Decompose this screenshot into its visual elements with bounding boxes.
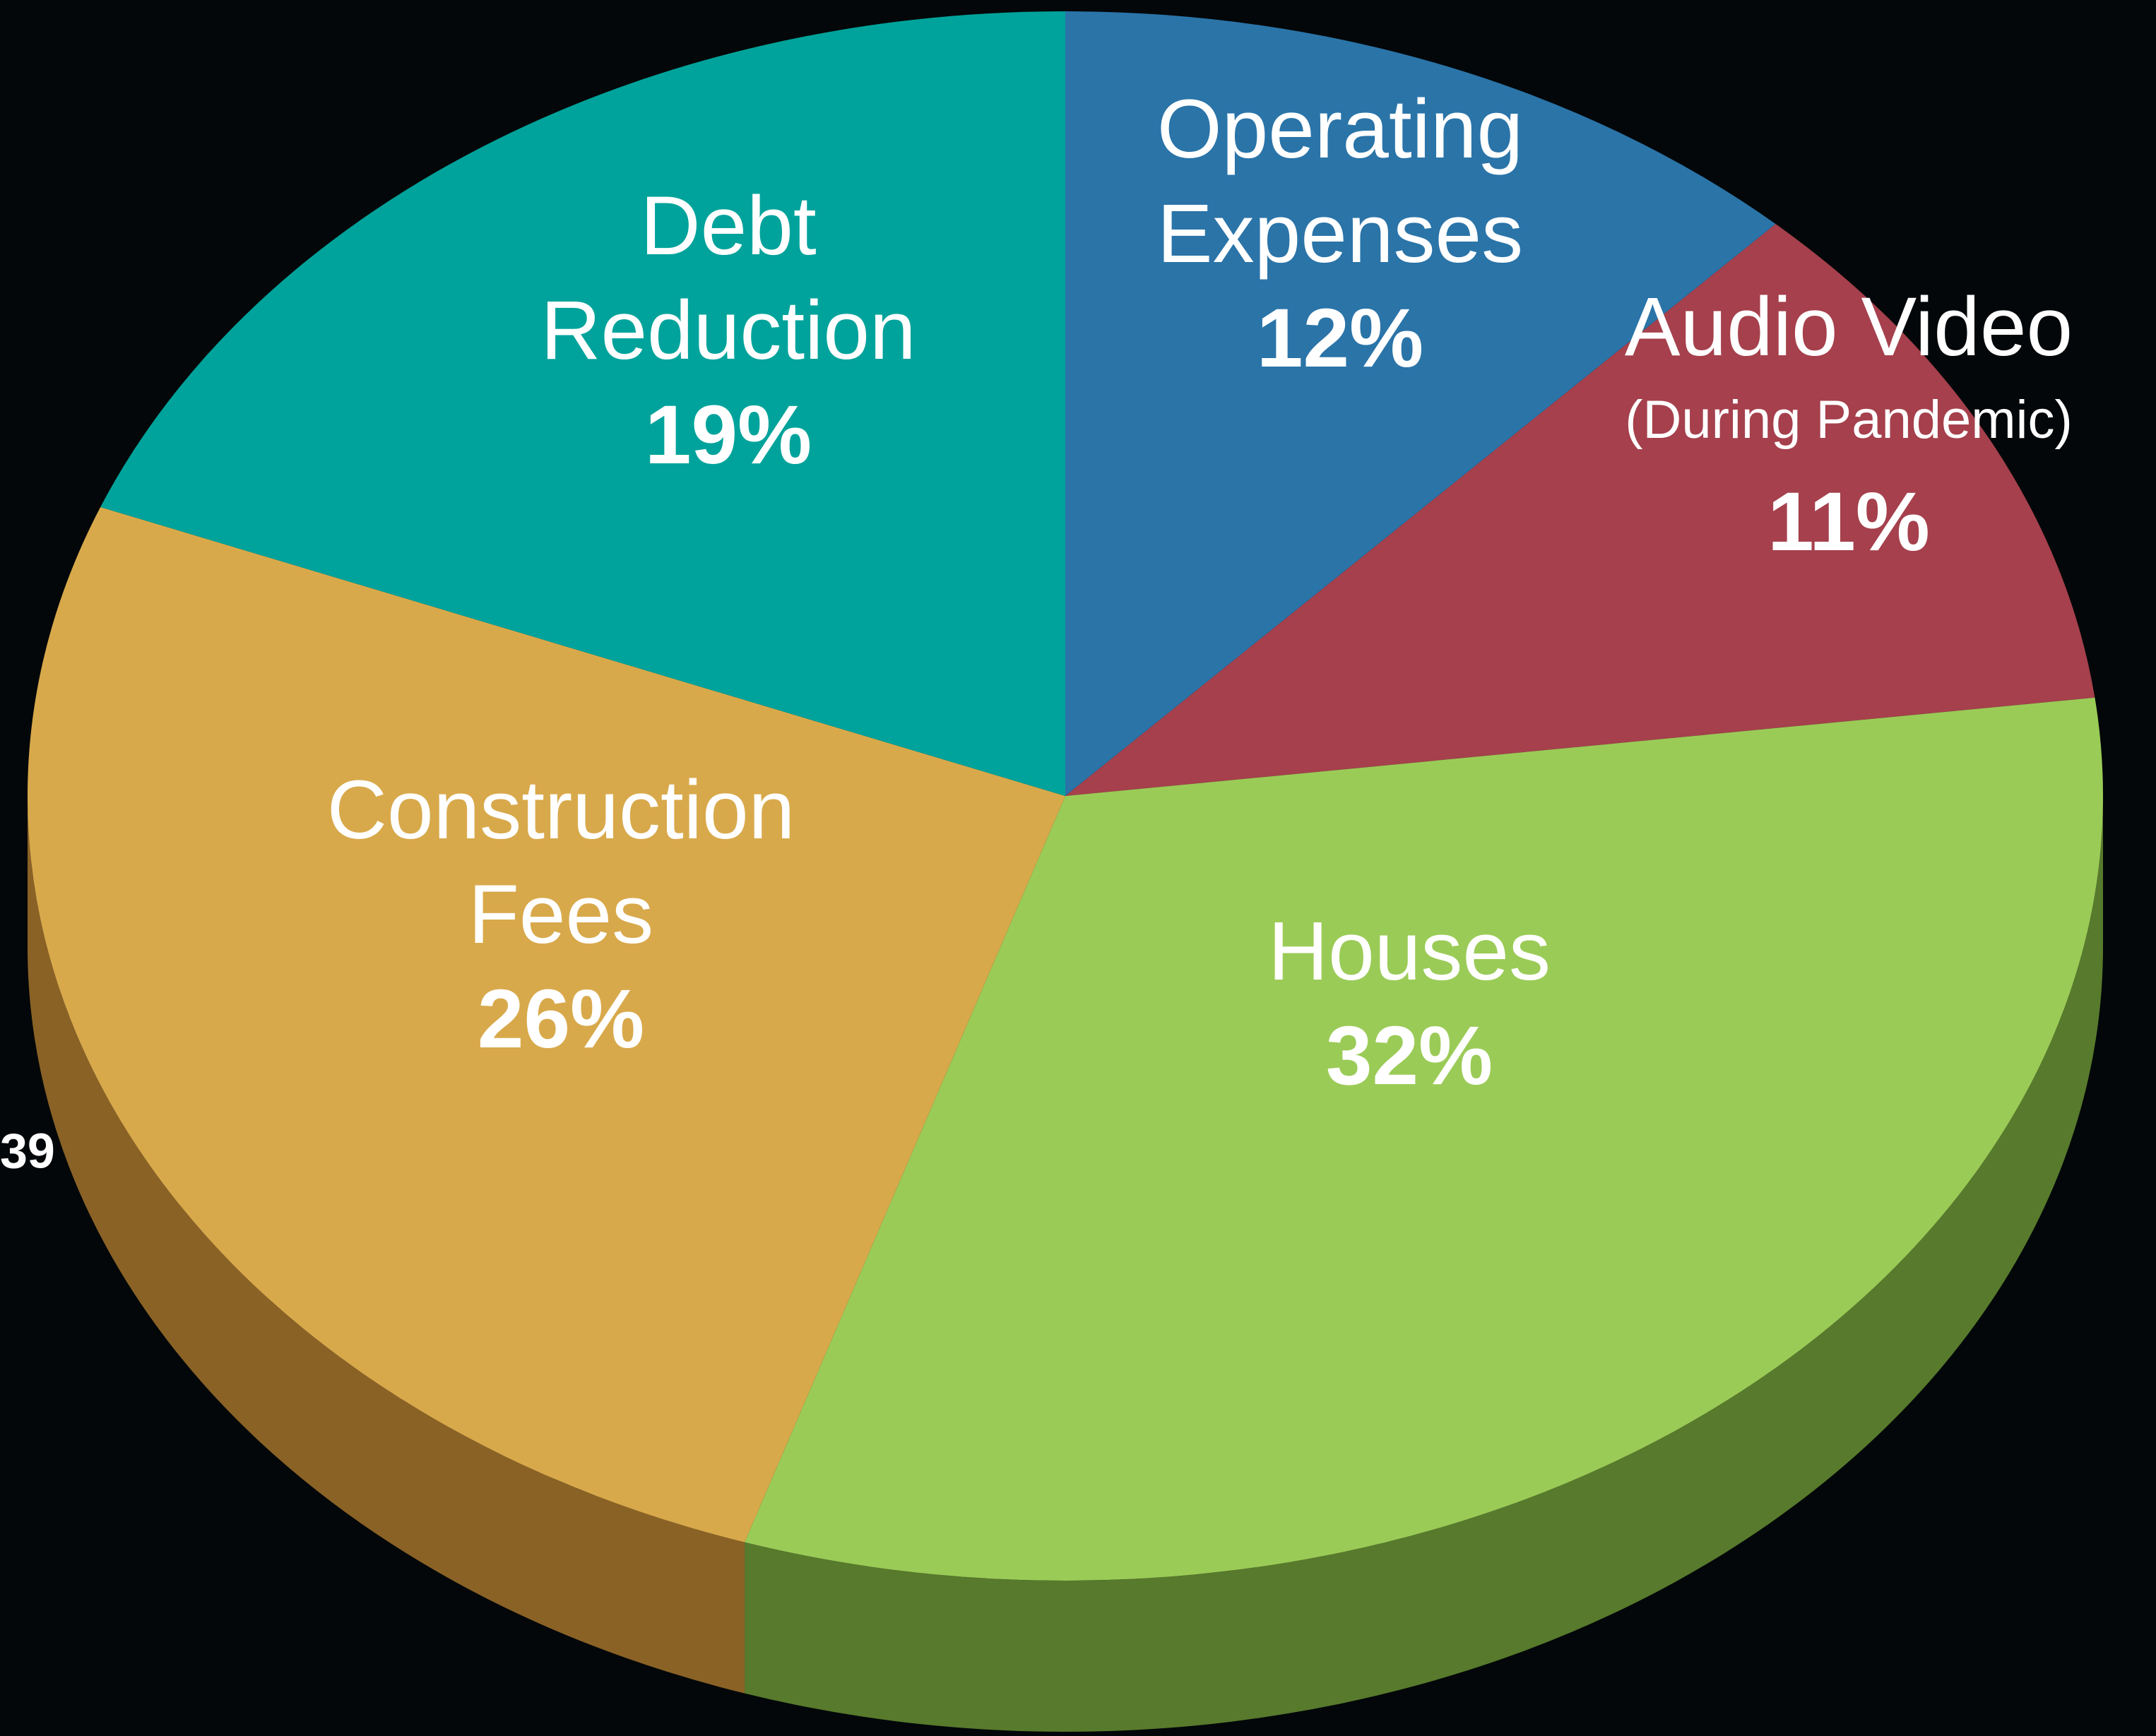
value-label: 11% [1767, 475, 1930, 569]
slice-label: Operating [1157, 83, 1523, 176]
slice-label: Fees [468, 868, 653, 961]
slice-label: Construction [327, 763, 795, 857]
value-label: 26% [478, 973, 644, 1066]
slice-note: (During Pandemic) [1625, 390, 2073, 450]
value-label: 32% [1326, 1009, 1493, 1102]
pie-slice [1065, 224, 2095, 796]
slice-label: Debt [640, 179, 816, 273]
slice-label: Reduction [540, 284, 916, 377]
pie-side [27, 796, 745, 1694]
slice-label: Expenses [1157, 187, 1523, 280]
pie-slice [1065, 11, 1776, 796]
pie-side [745, 796, 2103, 1732]
annotation: 39 [0, 1123, 55, 1178]
pie-slice [100, 11, 1066, 796]
value-label: 12% [1257, 292, 1423, 385]
slice-label: Houses [1268, 905, 1551, 998]
pie-slice [745, 697, 2103, 1581]
slice-label: Audio Video [1625, 280, 2073, 374]
pie-slice [27, 507, 1065, 1542]
value-label: 19% [645, 388, 812, 482]
